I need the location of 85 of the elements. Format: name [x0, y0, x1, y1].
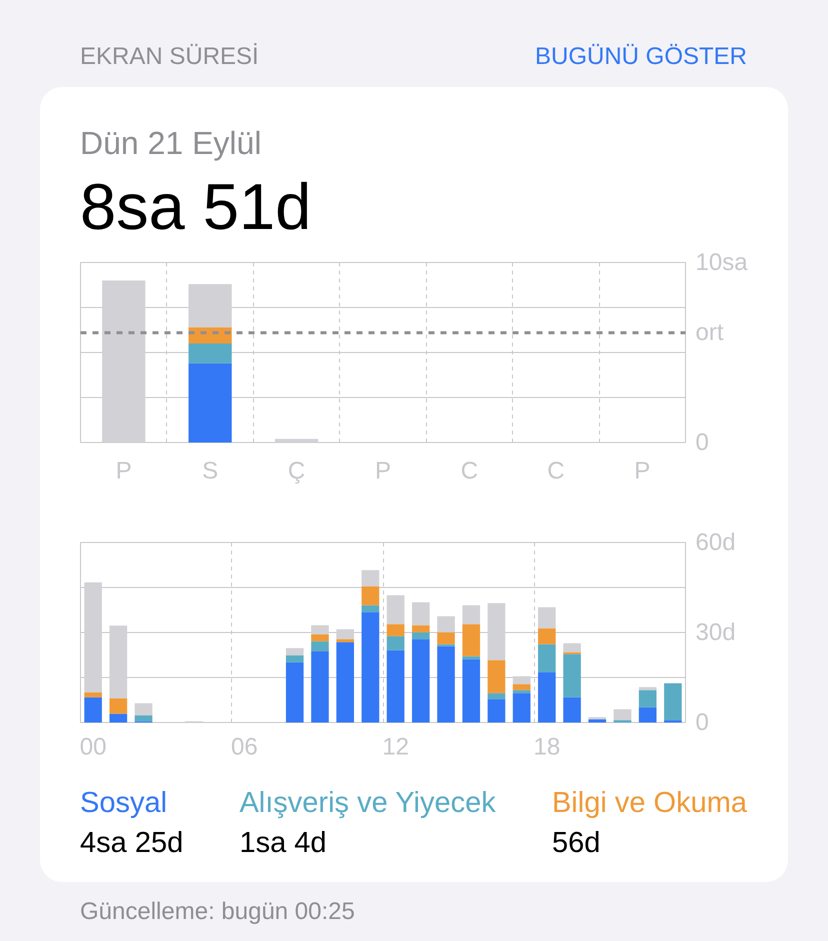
bar [563, 654, 581, 698]
text: Bilgi ve Okuma [552, 787, 747, 819]
bar [362, 570, 380, 586]
chart-title: EKRAN SÜRESİ [80, 42, 259, 72]
bar [488, 660, 506, 694]
text: BUGÜNÜ GÖSTER [534, 42, 747, 72]
bar [512, 693, 530, 722]
bar [538, 644, 556, 672]
bar [386, 650, 404, 722]
bar [311, 625, 329, 634]
bar [386, 624, 404, 636]
bar [488, 699, 506, 722]
bar [386, 636, 404, 650]
bar [638, 690, 657, 708]
bar [134, 715, 152, 722]
bar [638, 687, 657, 690]
bar [362, 586, 380, 606]
bar [538, 672, 556, 722]
bar [134, 703, 152, 716]
bar [362, 612, 380, 722]
bar [412, 639, 430, 722]
bar [462, 656, 480, 660]
x-tick-label: 12 [382, 734, 409, 760]
bar [286, 648, 304, 656]
bar [638, 707, 657, 722]
bar [311, 651, 329, 722]
bar [336, 629, 354, 640]
bar [462, 659, 480, 722]
x-tick-label: S [202, 458, 218, 484]
text: 1sa 4d [239, 827, 327, 859]
bar [109, 698, 128, 714]
text: 56d [552, 827, 600, 859]
ref-line-label: ort [696, 319, 724, 346]
bar [412, 632, 430, 640]
bar [664, 683, 682, 720]
x-tick-label: 06 [231, 734, 258, 760]
bar [188, 344, 232, 364]
x-tick-label: Ç [288, 458, 306, 484]
bar [538, 607, 556, 628]
bar [336, 642, 354, 722]
text: 8sa 51d [80, 170, 312, 243]
bar [286, 655, 304, 662]
bar [412, 602, 430, 626]
bar [84, 692, 102, 698]
bar [437, 632, 455, 644]
x-tick-label: C [547, 458, 565, 484]
y-tick-label: 0 [696, 709, 709, 736]
bar [336, 639, 354, 642]
y-tick-label: 60d [696, 529, 736, 556]
x-tick-label: 18 [534, 734, 560, 760]
x-tick-label: P [374, 458, 392, 484]
x-tick-label: 00 [80, 734, 106, 760]
bar [311, 634, 329, 642]
text: Güncelleme: bugün 00:25 [80, 898, 355, 925]
x-tick-label: P [634, 458, 650, 484]
bar [462, 605, 480, 624]
bar [311, 641, 329, 652]
bar [437, 646, 455, 722]
bar [588, 719, 606, 722]
bar [563, 697, 581, 722]
x-tick-label: C [460, 458, 478, 484]
text: Alışveriş ve Yiyecek [239, 787, 496, 819]
chart-subtitle: Dün 21 Eylül [80, 125, 262, 161]
bar [188, 363, 232, 442]
bar [462, 624, 480, 656]
bar [614, 709, 632, 720]
bar [362, 605, 380, 612]
bar [437, 616, 455, 632]
text: 4sa 25d [80, 827, 184, 859]
bar [563, 643, 581, 652]
bar [512, 690, 530, 694]
text: Sosyal [80, 787, 168, 819]
bar [84, 697, 102, 722]
y-tick-label: 30d [696, 619, 736, 646]
bar [488, 603, 506, 660]
bar [286, 662, 304, 722]
bar [538, 628, 556, 644]
y-tick-label: 10sa [696, 249, 748, 276]
bar [109, 714, 128, 722]
bar [412, 625, 430, 632]
bar [512, 684, 530, 690]
bar [488, 693, 506, 700]
y-tick-label: 0 [696, 429, 709, 456]
bar [386, 595, 404, 624]
x-tick-label: P [116, 458, 132, 484]
